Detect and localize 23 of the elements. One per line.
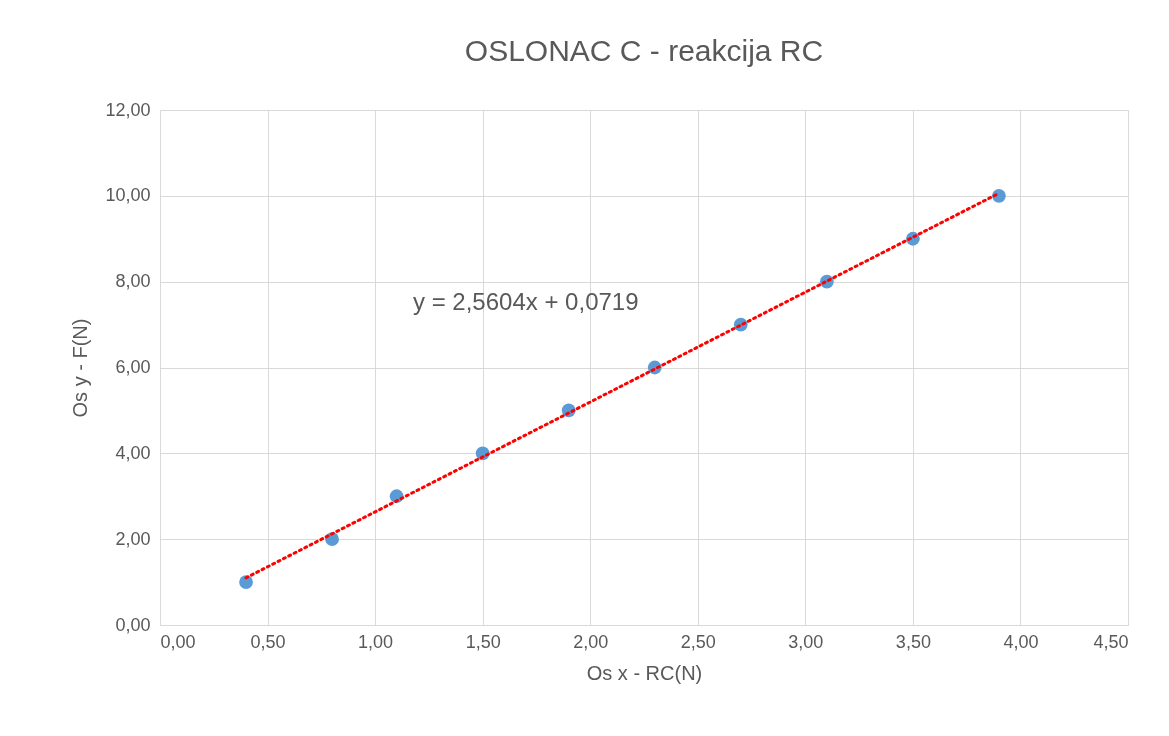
x-tick-label: 1,50	[465, 631, 501, 652]
point	[239, 575, 253, 589]
x-tick-label: 1,00	[358, 631, 394, 652]
y-tick-label: 4,00	[115, 442, 151, 463]
y-tick-label: 0,00	[115, 614, 151, 635]
point	[992, 188, 1006, 203]
y-tick-label: 8,00	[115, 271, 151, 292]
x-tick-label: 3,00	[788, 631, 824, 652]
x-axis-title: Os x - RC(N)	[586, 661, 703, 684]
x-tick-label: 3,50	[895, 631, 931, 652]
x-tick-label: 0,00	[160, 631, 196, 652]
chart-title: OSLONAC C - reakcija RC	[464, 34, 824, 67]
y-tick-label: 12,00	[105, 99, 151, 120]
x-tick-label: 2,50	[680, 631, 716, 652]
y-tick-label: 2,00	[115, 528, 151, 549]
x-tick-label: 4,00	[1003, 631, 1039, 652]
x-tick-label: 2,00	[573, 631, 609, 652]
annotation: y = 2,5604x + 0,0719	[413, 288, 639, 315]
x-tick-label: 0,50	[250, 631, 286, 652]
x-tick-label: 4,50	[1093, 631, 1129, 652]
y-axis-title: Os y - F(N)	[69, 318, 92, 418]
y-tick-label: 6,00	[115, 357, 151, 377]
y-tick-label: 10,00	[105, 185, 151, 206]
